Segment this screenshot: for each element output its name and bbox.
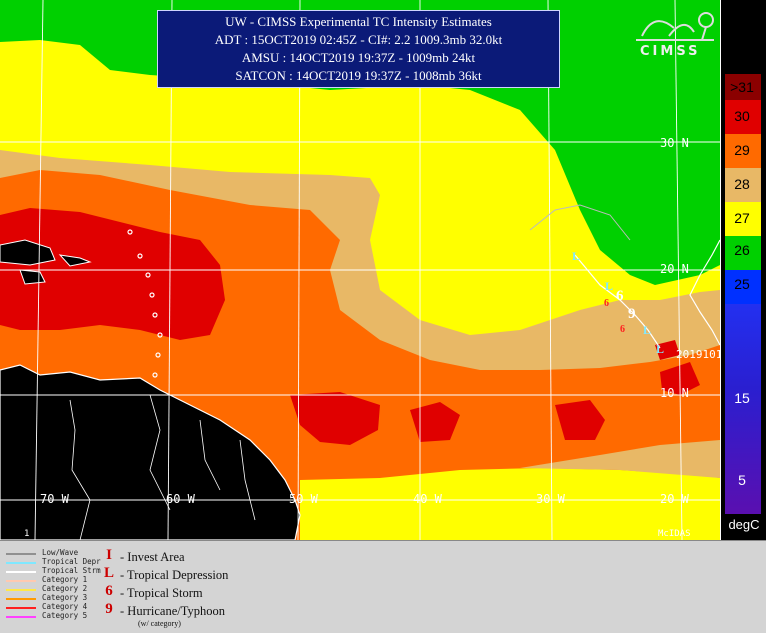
lat-label-10n: 10 N	[660, 386, 689, 400]
sst-colorbar: >31 30 29 28 27 26 25 15 5 degC	[720, 0, 766, 540]
lat-label-30n: 30 N	[660, 136, 689, 150]
colorbar-tick-15: 15	[734, 390, 750, 406]
info-satcon: SATCON : 14OCT2019 19:37Z - 1008mb 36kt	[235, 68, 482, 83]
lesser-antilles	[127, 229, 163, 378]
sst-zone-30-east3	[555, 400, 605, 440]
svg-text:L: L	[656, 342, 664, 356]
sst-zone-30-north	[655, 340, 680, 360]
legend-hurricane: - Hurricane/Typhoon	[120, 604, 225, 618]
legend-label-category-2: Category 2	[42, 584, 88, 593]
svg-text:6: 6	[620, 324, 625, 335]
lon-label-30w: 30 W	[536, 492, 565, 506]
info-title: UW - CIMSS Experimental TC Intensity Est…	[225, 14, 492, 29]
hurricane-icon: 9	[105, 601, 113, 617]
sst-zone-30-east	[290, 392, 380, 445]
colorbar-tick-27: 27	[734, 210, 750, 226]
colorbar-tick-25: 25	[734, 276, 750, 292]
tropical-storm-icon: 6	[105, 583, 113, 599]
africa-coast	[689, 239, 720, 346]
legend-line-tropical-depr	[6, 562, 36, 564]
svg-text:6: 6	[604, 298, 609, 309]
sst-zone-28-south	[520, 440, 720, 478]
info-amsu: AMSU : 14OCT2019 19:37Z - 1009mb 24kt	[241, 50, 476, 65]
storm-track-forecast	[574, 254, 661, 349]
legend-label-tropical-strm: Tropical Strm	[42, 566, 101, 575]
legend-label-category-3: Category 3	[42, 593, 88, 602]
country-borders	[69, 394, 256, 540]
legend-label-category-1: Category 1	[42, 575, 88, 584]
sst-map: L L 6 9 6 6 L L	[0, 0, 720, 540]
storm-track-line	[529, 204, 631, 241]
mcidas-label: McIDAS	[658, 529, 691, 539]
legend-tropical-storm: - Tropical Storm	[120, 586, 203, 600]
caribbean-islands	[0, 239, 92, 285]
legend-line-category-5	[6, 616, 36, 618]
legend-line-category-2	[6, 589, 36, 591]
legend-line-category-4	[6, 607, 36, 609]
svg-text:L: L	[572, 249, 580, 263]
lat-lon-grid	[0, 0, 720, 540]
colorbar-gradient	[725, 74, 761, 514]
lon-label-70w: 70 W	[40, 492, 69, 506]
legend-label-low-wave: Low/Wave	[42, 548, 79, 557]
colorbar-tick-28: 28	[734, 176, 750, 192]
legend-invest-area: - Invest Area	[120, 550, 185, 564]
svg-text:L: L	[605, 279, 613, 293]
panel-number: 1	[24, 529, 30, 539]
colorbar-tick-26: 26	[734, 242, 750, 258]
storm-markers: L L 6 9 6 6 L L	[572, 249, 664, 356]
legend-label-tropical-depr: Tropical Depr	[42, 557, 101, 566]
colorbar-tick-31: >31	[730, 79, 754, 95]
invest-area-icon: I	[106, 547, 112, 563]
legend-label-category-4: Category 4	[42, 602, 88, 611]
sst-zone-30-caribbean	[0, 208, 225, 340]
track-legend: Low/Wave Tropical Depr Tropical Strm Cat…	[0, 540, 766, 633]
colorbar-tick-30: 30	[734, 108, 750, 124]
colorbar-tick-5: 5	[738, 472, 746, 488]
satellite-dish-icon	[636, 12, 714, 41]
lat-label-20n: 20 N	[660, 262, 689, 276]
colorbar-tick-29: 29	[734, 142, 750, 158]
svg-text:9: 9	[628, 306, 636, 322]
tropical-depression-icon: L	[103, 565, 114, 581]
legend-tropical-depression: - Tropical Depression	[120, 568, 229, 582]
legend-line-tropical-strm	[6, 571, 36, 573]
info-adt: ADT : 15OCT2019 02:45Z - CI#: 2.2 1009.3…	[214, 32, 503, 47]
intensity-estimates-box: UW - CIMSS Experimental TC Intensity Est…	[157, 10, 560, 88]
sst-zone-27-south	[300, 468, 720, 540]
sst-zone-30-east2	[410, 402, 460, 442]
svg-text:L: L	[643, 323, 651, 337]
logo-text: CIMSS	[640, 44, 701, 59]
legend-category-note: (w/ category)	[138, 619, 181, 628]
legend-line-category-1	[6, 580, 36, 582]
lon-label-50w: 50 W	[289, 492, 318, 506]
lon-label-20w: 20 W	[660, 492, 689, 506]
legend-line-low-wave	[6, 553, 36, 555]
storm-id-label: 2019101	[676, 348, 723, 361]
colorbar-unit: degC	[728, 517, 760, 532]
lon-label-60w: 60 W	[166, 492, 195, 506]
cimss-logo: CIMSS	[634, 6, 716, 62]
lon-label-40w: 40 W	[413, 492, 442, 506]
svg-text:6: 6	[616, 288, 624, 304]
legend-line-category-3	[6, 598, 36, 600]
legend-label-category-5: Category 5	[42, 611, 88, 620]
